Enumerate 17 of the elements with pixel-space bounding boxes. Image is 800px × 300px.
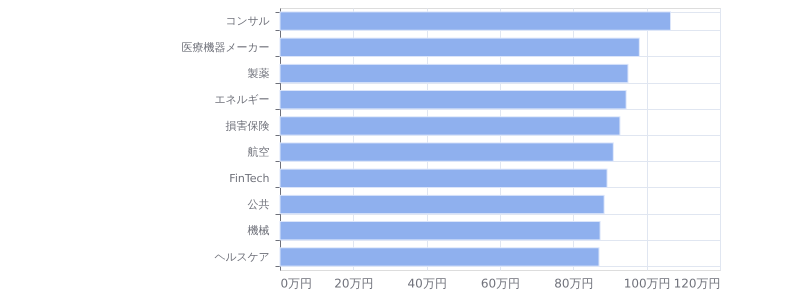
x-tick-label: 80万円 (554, 276, 594, 290)
y-tick-label: 公共 (248, 198, 270, 211)
x-tick-label: 120万円 (674, 276, 720, 290)
y-tick-label: コンサル (226, 14, 270, 28)
y-tick-label: 航空 (248, 146, 270, 159)
x-tick-label: 20万円 (334, 276, 374, 290)
x-tick-label: 0万円 (280, 276, 312, 290)
y-tick-label: エネルギー (214, 93, 270, 106)
y-tick-label: 医療機器メーカー (182, 40, 270, 54)
y-tick-label: FinTech (229, 172, 270, 185)
x-tick-label: 40万円 (408, 276, 447, 290)
y-tick-label: ヘルスケア (214, 250, 270, 264)
x-tick-label: 100万円 (624, 276, 671, 290)
y-tick-label: 製薬 (248, 67, 270, 80)
y-tick-label: 損害保険 (226, 119, 270, 132)
y-tick-label: 機械 (248, 224, 270, 238)
x-tick-label: 60万円 (480, 276, 520, 290)
